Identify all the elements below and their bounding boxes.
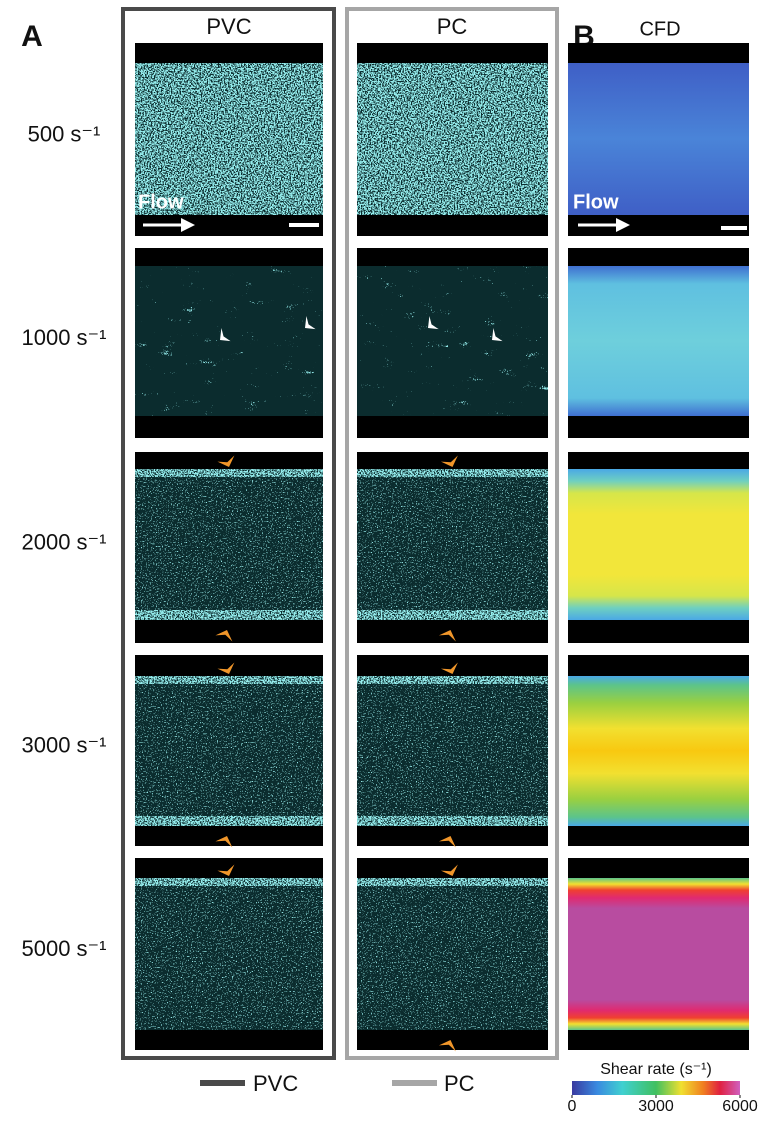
platelets xyxy=(357,676,548,684)
platelets xyxy=(357,676,548,826)
platelets xyxy=(135,469,323,477)
legend-label: PVC xyxy=(253,1071,298,1096)
scale-bar xyxy=(289,223,319,227)
flow-label: Flow xyxy=(573,191,619,213)
cfd-channel xyxy=(568,469,749,620)
row-label: 2000 s⁻¹ xyxy=(22,529,107,554)
cfd-channel xyxy=(568,878,749,1030)
colorbar-tick-label: 6000 xyxy=(722,1098,758,1115)
platelets xyxy=(357,266,548,416)
platelets xyxy=(357,816,548,826)
platelets xyxy=(135,610,323,620)
row-label: 3000 s⁻¹ xyxy=(22,732,107,757)
scale-bar xyxy=(721,226,747,230)
legend-label: PC xyxy=(444,1071,475,1096)
platelets xyxy=(357,63,548,215)
colorbar xyxy=(572,1081,740,1095)
figure: A B PVC PC CFD 500 s⁻¹1000 s⁻¹2000 s⁻¹30… xyxy=(0,0,764,1116)
column-title: CFD xyxy=(639,18,680,40)
panel-label: A xyxy=(21,20,43,53)
flow-label: Flow xyxy=(138,191,184,213)
colorbar-title: Shear rate (s⁻¹) xyxy=(600,1061,712,1078)
platelets xyxy=(357,878,548,886)
platelets xyxy=(357,469,548,477)
platelets xyxy=(357,469,548,620)
platelets xyxy=(135,469,323,620)
colorbar-tick-label: 0 xyxy=(568,1098,577,1115)
column-title: PVC xyxy=(206,14,251,39)
panels: 500 s⁻¹ 1000 s⁻¹ 2000 s⁻¹ 3000 s⁻¹ 5000 s⁻¹ F… xyxy=(22,9,758,1115)
platelets xyxy=(135,676,323,826)
column-title: PC xyxy=(437,14,468,39)
platelets xyxy=(135,816,323,826)
platelets xyxy=(135,676,323,684)
row-label: 500 s⁻¹ xyxy=(28,121,101,146)
colorbar-tick-label: 3000 xyxy=(638,1098,674,1115)
platelets xyxy=(135,266,323,416)
platelets xyxy=(357,878,548,1030)
row-label: 5000 s⁻¹ xyxy=(22,936,107,961)
cfd-channel xyxy=(568,676,749,826)
cfd-channel xyxy=(568,266,749,416)
row-label: 1000 s⁻¹ xyxy=(22,325,107,350)
platelets xyxy=(357,610,548,620)
platelets xyxy=(135,878,323,886)
platelets xyxy=(135,878,323,1030)
